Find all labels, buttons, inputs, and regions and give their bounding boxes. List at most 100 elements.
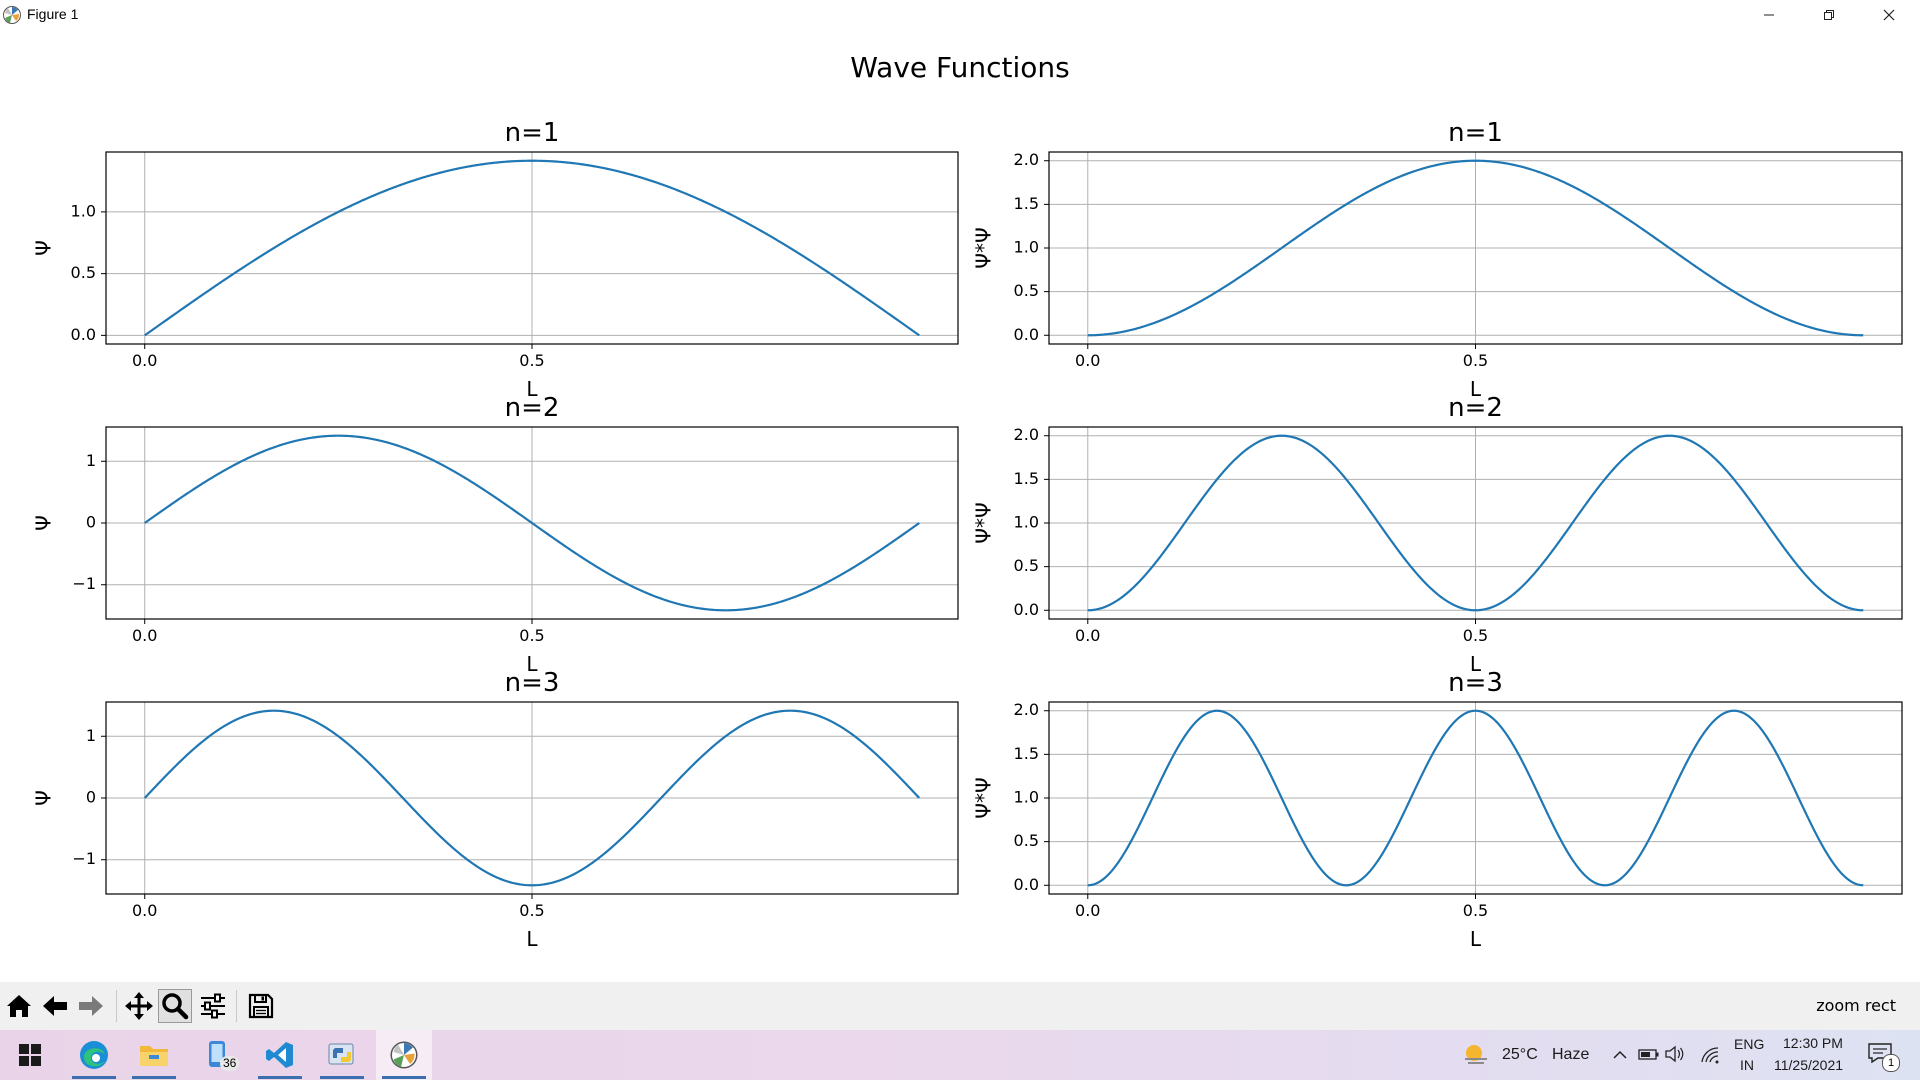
clock-date[interactable]: 11/25/2021: [1774, 1057, 1844, 1073]
taskbar-python[interactable]: [314, 1030, 370, 1080]
minimize-button[interactable]: [1746, 0, 1792, 30]
x-axis-label: L: [526, 377, 538, 401]
x-tick-label: 0.5: [519, 901, 544, 920]
volume-icon[interactable]: [1664, 1045, 1686, 1067]
close-button[interactable]: [1866, 0, 1912, 30]
subplot-psi-n1[interactable]: 0.0 0.5 0.0 0.5 1.0 n=1 L Ψ: [32, 118, 959, 401]
subplot-psi-n3[interactable]: 0.0 0.5 −1 0 1 n=3 L Ψ: [32, 668, 959, 951]
zoom-button[interactable]: [158, 989, 192, 1023]
series-line: [144, 434, 920, 612]
taskbar-phone-link[interactable]: 36: [190, 1030, 246, 1080]
y-tick-label: 1.5: [1014, 744, 1039, 763]
y-tick-label: 0.0: [1014, 875, 1039, 894]
haze-weather-icon[interactable]: [1462, 1042, 1490, 1068]
toolbar-separator: [116, 990, 117, 1022]
subplot-title: n=1: [505, 118, 560, 148]
y-tick-label: 0: [86, 513, 96, 532]
y-tick-label: 1.5: [1014, 194, 1039, 213]
taskbar-running-indicator: [382, 1076, 426, 1079]
configure-subplots-button[interactable]: [196, 989, 230, 1023]
y-axis-label: Ψ*Ψ: [972, 502, 996, 543]
wifi-icon[interactable]: [1700, 1046, 1720, 1068]
battery-icon[interactable]: [1638, 1046, 1660, 1066]
y-tick-label: 0.0: [71, 325, 96, 344]
y-tick-label: 0.0: [1014, 600, 1039, 619]
x-tick-label: 0.5: [519, 351, 544, 370]
toolbar-status-message: zoom rect: [1816, 996, 1896, 1015]
taskbar-edge[interactable]: [66, 1030, 122, 1080]
subplot-title: n=1: [1448, 118, 1503, 148]
taskbar-badge-count: 36: [220, 1056, 240, 1071]
series-line: [144, 159, 920, 337]
subplot-prob-n3[interactable]: 0.0 0.5 0.0 0.5 1.0 1.5 2.0 n=3 L Ψ*Ψ: [972, 668, 1903, 951]
window-title-bar: Figure 1: [0, 0, 1920, 30]
y-tick-label: 0.5: [1014, 831, 1039, 850]
chevron-up-icon: [1613, 1050, 1627, 1059]
taskbar-running-indicator: [72, 1076, 116, 1079]
subplot-psi-n2[interactable]: 0.0 0.5 −1 0 1 n=2 L Ψ: [32, 393, 959, 676]
x-tick-label: 0.0: [1075, 901, 1100, 920]
x-tick-label: 0.0: [132, 626, 157, 645]
notification-center-button[interactable]: 1: [1868, 1043, 1902, 1072]
navigation-toolbar: zoom rect: [0, 982, 1920, 1030]
weather-condition[interactable]: Haze: [1552, 1046, 1590, 1063]
taskbar-running-indicator: [132, 1076, 176, 1079]
windows-start-icon: [19, 1044, 41, 1066]
series-line: [1087, 434, 1864, 612]
subplot-prob-n1[interactable]: 0.0 0.5 0.0 0.5 1.0 1.5 2.0 n=1 L Ψ*Ψ: [972, 118, 1903, 401]
edge-icon: [80, 1041, 108, 1069]
y-tick-label: 1.0: [1014, 513, 1039, 532]
taskbar-vscode[interactable]: [252, 1030, 308, 1080]
x-axis-label: L: [1470, 377, 1482, 401]
y-tick-label: 0.5: [71, 263, 96, 282]
subplot-title: n=2: [1448, 393, 1503, 423]
weather-temperature[interactable]: 25°C: [1502, 1046, 1538, 1063]
x-tick-label: 0.0: [1075, 626, 1100, 645]
home-icon: [7, 995, 31, 1017]
y-tick-label: 0.0: [1014, 325, 1039, 344]
matplotlib-figure-icon: [390, 1041, 418, 1069]
y-tick-label: 1: [86, 451, 96, 470]
save-button[interactable]: [244, 989, 278, 1023]
show-hidden-icons-button[interactable]: [1612, 1047, 1628, 1066]
y-tick-label: 1: [86, 726, 96, 745]
x-tick-label: 0.5: [1463, 901, 1488, 920]
back-button[interactable]: [38, 989, 72, 1023]
input-language[interactable]: ENG: [1734, 1036, 1765, 1052]
y-tick-label: 1.5: [1014, 469, 1039, 488]
subplot-prob-n2[interactable]: 0.0 0.5 0.0 0.5 1.0 1.5 2.0 n=2 L Ψ*Ψ: [972, 393, 1903, 676]
x-tick-label: 0.5: [1463, 351, 1488, 370]
clock-time[interactable]: 12:30 PM: [1783, 1035, 1843, 1051]
file-explorer-icon: [140, 1046, 168, 1066]
taskbar-matplotlib-figure[interactable]: [376, 1030, 432, 1080]
forward-button[interactable]: [74, 989, 108, 1023]
save-icon: [248, 993, 274, 1019]
pan-button[interactable]: [122, 989, 156, 1023]
subplot-title: n=3: [505, 668, 560, 698]
windows-taskbar: 36 25°C Haze: [0, 1030, 1920, 1080]
y-axis-label: Ψ: [32, 515, 56, 531]
home-button[interactable]: [2, 989, 36, 1023]
start-button[interactable]: [2, 1030, 58, 1080]
minimize-icon: [1764, 14, 1774, 16]
y-tick-label: 0.5: [1014, 556, 1039, 575]
vscode-icon: [266, 1042, 293, 1068]
y-axis-label: Ψ*Ψ: [972, 227, 996, 268]
restore-button[interactable]: [1806, 0, 1852, 30]
taskbar-file-explorer[interactable]: [126, 1030, 182, 1080]
restore-icon: [1824, 10, 1834, 20]
subplot-title: n=2: [505, 393, 560, 423]
y-axis-label: Ψ*Ψ: [972, 777, 996, 818]
series-line: [1087, 709, 1864, 887]
y-tick-label: 1.0: [1014, 788, 1039, 807]
input-region[interactable]: IN: [1740, 1057, 1754, 1073]
y-axis-label: Ψ: [32, 240, 56, 256]
y-tick-label: 2.0: [1014, 425, 1039, 444]
x-tick-label: 0.5: [519, 626, 544, 645]
y-tick-label: 0: [86, 788, 96, 807]
subplot-title: n=3: [1448, 668, 1503, 698]
toolbar-separator: [236, 990, 237, 1022]
configure-subplots-icon: [201, 993, 225, 1019]
x-axis-label: L: [1470, 652, 1482, 676]
